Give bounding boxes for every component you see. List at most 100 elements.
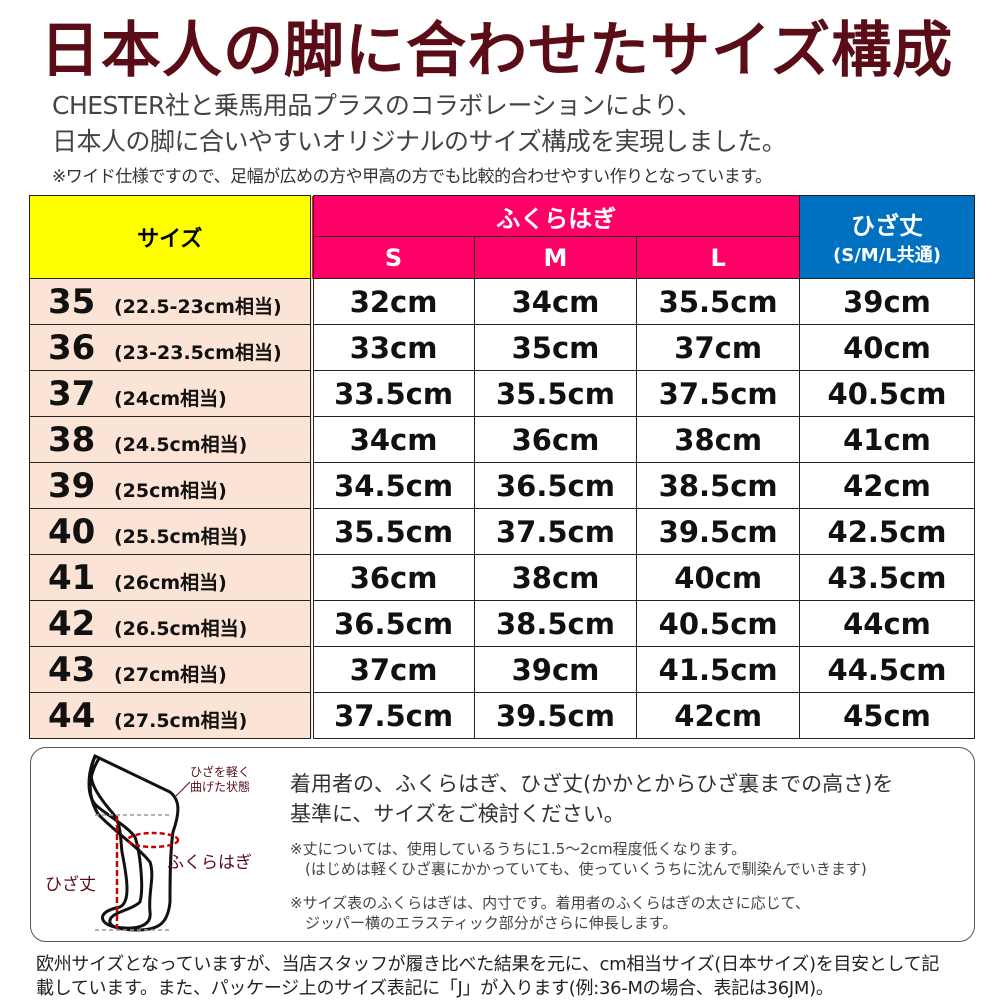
jp-size: (24cm相当) <box>114 387 227 410</box>
table-row: 38 (24.5cm相当) 34cm 36cm 38cm 41cm <box>29 416 975 463</box>
calf-l-cell: 39.5cm <box>636 508 800 555</box>
calf-s-cell: 33.5cm <box>311 370 475 417</box>
label-knee-height: ひざ丈 <box>45 875 96 895</box>
eu-size: 35 <box>48 281 96 322</box>
jp-size: (24.5cm相当) <box>114 433 248 456</box>
size-table: サイズ ふくらはぎ ひざ丈 (S/M/L共通) S M L 35 (22.5-23c… <box>29 195 975 739</box>
calf-s-cell: 37cm <box>311 646 475 693</box>
eu-size: 42 <box>48 603 96 644</box>
size-cell: 39 (25cm相当) <box>29 462 314 509</box>
size-cell: 35 (22.5-23cm相当) <box>29 278 314 325</box>
info-box <box>30 747 975 942</box>
calf-m-cell: 38.5cm <box>473 600 638 647</box>
calf-m-cell: 36cm <box>473 416 638 463</box>
calf-s-cell: 36.5cm <box>311 600 475 647</box>
calf-m-cell: 35.5cm <box>473 370 638 417</box>
label-bent-1: ひざを軽く <box>190 765 251 779</box>
jp-size: (27.5cm相当) <box>114 709 248 732</box>
header-calf-l: L <box>636 236 800 279</box>
table-row: 39 (25cm相当) 34.5cm 36.5cm 38.5cm 42cm <box>29 462 975 509</box>
calf-l-cell: 35.5cm <box>636 278 800 325</box>
size-cell: 41 (26cm相当) <box>29 554 314 601</box>
intro-line-1: CHESTER社と乗馬用品プラスのコラボレーションにより、 <box>52 91 702 120</box>
eu-size: 43 <box>48 649 96 690</box>
knee-cell: 42cm <box>799 462 975 509</box>
table-row: 36 (23-23.5cm相当) 33cm 35cm 37cm 40cm <box>29 324 975 371</box>
calf-m-cell: 37.5cm <box>473 508 638 555</box>
calf-s-cell: 36cm <box>311 554 475 601</box>
jp-size: (25.5cm相当) <box>114 525 248 548</box>
eu-size: 39 <box>48 465 96 506</box>
calf-s-cell: 37.5cm <box>311 692 475 739</box>
jp-size: (26.5cm相当) <box>114 617 248 640</box>
calf-l-cell: 40cm <box>636 554 800 601</box>
calf-m-cell: 39.5cm <box>473 692 638 739</box>
info-note1-1: ※丈については、使用しているうちに1.5〜2cm程度低くなります。 <box>290 840 747 858</box>
label-calf: ふくらはぎ <box>167 853 252 873</box>
table-row: 43 (27cm相当) 37cm 39cm 41.5cm 44.5cm <box>29 646 975 693</box>
calf-s-cell: 33cm <box>311 324 475 371</box>
leg-diagram-icon <box>87 753 191 932</box>
info-main-2: 基準に、サイズをご検討ください。 <box>290 802 625 826</box>
calf-s-cell: 34cm <box>311 416 475 463</box>
size-cell: 44 (27.5cm相当) <box>29 692 314 739</box>
eu-size: 38 <box>48 419 96 460</box>
size-cell: 43 (27cm相当) <box>29 646 314 693</box>
eu-size: 41 <box>48 557 96 598</box>
header-size: サイズ <box>29 195 314 279</box>
table-row: 35 (22.5-23cm相当) 32cm 34cm 35.5cm 39cm <box>29 278 975 325</box>
calf-m-cell: 38cm <box>473 554 638 601</box>
label-bent-2: 曲げた状態 <box>190 780 251 794</box>
calf-m-cell: 34cm <box>473 278 638 325</box>
header-calf-m: M <box>473 236 638 279</box>
calf-l-cell: 38cm <box>636 416 800 463</box>
calf-s-cell: 35.5cm <box>311 508 475 555</box>
knee-cell: 44.5cm <box>799 646 975 693</box>
size-cell: 36 (23-23.5cm相当) <box>29 324 314 371</box>
eu-size: 40 <box>48 511 96 552</box>
eu-size: 37 <box>48 373 96 414</box>
size-cell: 37 (24cm相当) <box>29 370 314 417</box>
size-cell: 42 (26.5cm相当) <box>29 600 314 647</box>
info-note2-1: ※サイズ表のふくらはぎは、内寸です。着用者のふくらはぎの太さに応じて、 <box>290 894 810 912</box>
table-row: 44 (27.5cm相当) 37.5cm 39.5cm 42cm 45cm <box>29 692 975 739</box>
intro-line-2: 日本人の脚に合いやすいオリジナルのサイズ構成を実現しました。 <box>52 127 787 156</box>
info-note1-2: (はじめは軽くひざ裏にかかっていても、使っていくうちに沈んで馴染んでいきます) <box>305 860 867 878</box>
jp-size: (27cm相当) <box>114 663 227 686</box>
knee-cell: 41cm <box>799 416 975 463</box>
calf-l-cell: 37cm <box>636 324 800 371</box>
knee-cell: 42.5cm <box>799 508 975 555</box>
calf-l-cell: 42cm <box>636 692 800 739</box>
calf-l-cell: 41.5cm <box>636 646 800 693</box>
table-row: 40 (25.5cm相当) 35.5cm 37.5cm 39.5cm 42.5cm <box>29 508 975 555</box>
jp-size: (25cm相当) <box>114 479 227 502</box>
page-title: 日本人の脚に合わせたサイズ構成 <box>40 16 954 86</box>
knee-cell: 40cm <box>799 324 975 371</box>
header-knee: ひざ丈 (S/M/L共通) <box>799 195 975 279</box>
calf-l-cell: 38.5cm <box>636 462 800 509</box>
table-row: 41 (26cm相当) 36cm 38cm 40cm 43.5cm <box>29 554 975 601</box>
size-cell: 38 (24.5cm相当) <box>29 416 314 463</box>
knee-cell: 43.5cm <box>799 554 975 601</box>
header-knee-sub: (S/M/L共通) <box>833 245 941 267</box>
calf-l-cell: 40.5cm <box>636 600 800 647</box>
knee-cell: 39cm <box>799 278 975 325</box>
calf-l-cell: 37.5cm <box>636 370 800 417</box>
header-calf: ふくらはぎ <box>311 195 800 237</box>
jp-size: (26cm相当) <box>114 571 227 594</box>
size-cell: 40 (25.5cm相当) <box>29 508 314 555</box>
header-calf-s: S <box>311 236 475 279</box>
wide-note: ※ワイド仕様ですので、足幅が広めの方や甲高の方でも比較的合わせやすい作りとなって… <box>52 167 772 187</box>
jp-size: (22.5-23cm相当) <box>114 295 282 318</box>
knee-cell: 40.5cm <box>799 370 975 417</box>
info-main-1: 着用者の、ふくらはぎ、ひざ丈(かかとからひざ裏までの高さ)を <box>290 772 894 796</box>
eu-size: 36 <box>48 327 96 368</box>
footer-line-2: 載しています。また、パッケージ上のサイズ表記に「J」が入ります(例:36-Mの場… <box>36 978 834 999</box>
info-note2-2: ジッパー横のエラスティック部分がさらに伸長します。 <box>305 914 678 932</box>
footer-line-1: 欧州サイズとなっていますが、当店スタッフが履き比べた結果を元に、cm相当サイズ(… <box>36 954 940 975</box>
table-row: 37 (24cm相当) 33.5cm 35.5cm 37.5cm 40.5cm <box>29 370 975 417</box>
knee-cell: 44cm <box>799 600 975 647</box>
eu-size: 44 <box>48 695 96 736</box>
calf-s-cell: 34.5cm <box>311 462 475 509</box>
calf-m-cell: 35cm <box>473 324 638 371</box>
